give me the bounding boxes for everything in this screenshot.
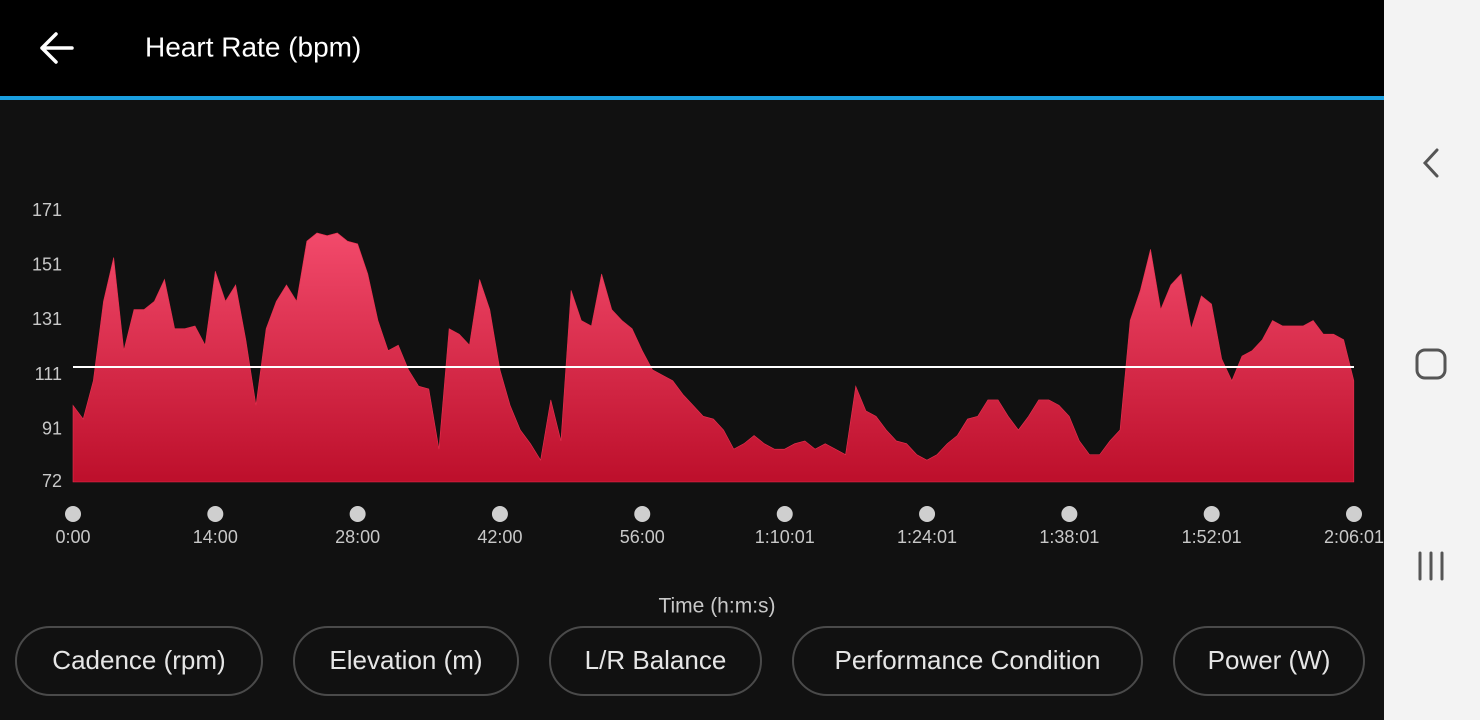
y-tick-label: 151 — [32, 254, 62, 274]
plot: 72 91 111 131 151 171 0:00 14:00 28:00 42:00 56:00… — [32, 200, 1384, 547]
button-row: Cadence (rpm) Elevation (m) L/R Balance Per… — [15, 626, 1365, 696]
x-tick-label: 14:00 — [193, 527, 238, 547]
y-tick-label: 171 — [32, 200, 62, 220]
y-tick-label: 91 — [42, 419, 62, 439]
button-outline[interactable] — [792, 626, 1143, 696]
nav-home[interactable] — [1415, 348, 1447, 380]
x-tick-label: 56:00 — [620, 527, 665, 547]
metric-button[interactable]: Power (W) — [1173, 626, 1365, 696]
x-tick-dot — [207, 506, 224, 522]
metric-button[interactable]: L/R Balance — [549, 626, 762, 696]
nav-bar — [1384, 0, 1480, 720]
y-tick-label: 111 — [35, 364, 62, 384]
header-bar — [0, 0, 1384, 96]
x-tick-label: 1:10:01 — [755, 527, 815, 547]
x-tick-label: 1:52:01 — [1182, 527, 1242, 547]
x-axis-title: Time (h:m:s) — [658, 595, 775, 618]
button-outline[interactable] — [293, 626, 519, 696]
x-tick-label: 2:06:01 — [1324, 527, 1384, 547]
nav-recents[interactable] — [1418, 551, 1444, 581]
button-label[interactable]: Power (W) — [1208, 645, 1331, 675]
header-accent — [0, 96, 1384, 100]
x-tick-label: 0:00 — [55, 527, 90, 547]
button-label[interactable]: Cadence (rpm) — [52, 645, 225, 675]
button-label[interactable]: Performance Condition — [835, 645, 1101, 675]
button-outline[interactable] — [15, 626, 263, 696]
x-tick-label: 1:24:01 — [897, 527, 957, 547]
nav-back[interactable] — [1422, 148, 1439, 178]
x-tick-label: 1:38:01 — [1039, 527, 1099, 547]
metric-button[interactable]: Elevation (m) — [293, 626, 519, 696]
metric-button[interactable]: Performance Condition — [792, 626, 1143, 696]
x-tick-dot — [634, 506, 651, 522]
x-tick-dot — [349, 506, 366, 522]
header-title: Heart Rate (bpm) — [145, 31, 361, 62]
x-tick-dot — [65, 506, 81, 522]
y-tick-label: 72 — [42, 471, 62, 491]
x-tick-dot — [919, 506, 936, 522]
x-tick-label: 42:00 — [477, 527, 522, 547]
x-tick-dot — [776, 506, 793, 522]
button-outline[interactable] — [549, 626, 762, 696]
x-tick-dot — [1346, 506, 1362, 522]
x-tick-dot — [491, 506, 508, 522]
button-label[interactable]: Elevation (m) — [329, 645, 482, 675]
back-arrow[interactable] — [40, 32, 74, 64]
metric-button[interactable]: Cadence (rpm) — [15, 626, 263, 696]
hr-area — [72, 232, 1355, 483]
x-tick-dot — [1203, 506, 1220, 522]
button-outline[interactable] — [1173, 626, 1365, 696]
button-label[interactable]: L/R Balance — [585, 645, 727, 675]
y-tick-label: 131 — [32, 309, 62, 329]
x-tick-label: 28:00 — [335, 527, 380, 547]
back-button[interactable] — [40, 32, 74, 64]
x-tick-dot — [1061, 506, 1078, 522]
